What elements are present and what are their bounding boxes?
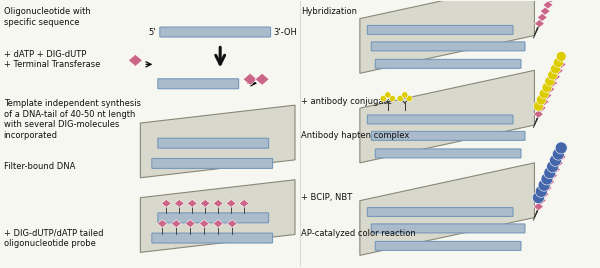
- Circle shape: [536, 95, 546, 105]
- Text: + DIG-dUTP/dATP tailed
oligonucleotide probe: + DIG-dUTP/dATP tailed oligonucleotide p…: [4, 229, 103, 248]
- Circle shape: [401, 92, 408, 98]
- FancyBboxPatch shape: [367, 25, 513, 34]
- FancyBboxPatch shape: [158, 213, 269, 223]
- Polygon shape: [185, 220, 195, 228]
- Text: + BCIP, NBT: + BCIP, NBT: [301, 193, 352, 202]
- Text: + dATP + DIG-dUTP
+ Terminal Transferase: + dATP + DIG-dUTP + Terminal Transferase: [4, 50, 100, 69]
- Polygon shape: [226, 199, 236, 207]
- Polygon shape: [140, 180, 295, 252]
- FancyBboxPatch shape: [376, 149, 521, 158]
- FancyBboxPatch shape: [376, 59, 521, 68]
- FancyBboxPatch shape: [371, 224, 525, 233]
- Polygon shape: [161, 199, 171, 207]
- Polygon shape: [533, 203, 544, 211]
- Circle shape: [547, 161, 559, 173]
- Polygon shape: [239, 199, 249, 207]
- Polygon shape: [128, 54, 142, 66]
- Circle shape: [545, 76, 555, 86]
- Polygon shape: [548, 172, 557, 180]
- FancyBboxPatch shape: [371, 42, 525, 51]
- Polygon shape: [539, 98, 549, 106]
- FancyBboxPatch shape: [158, 138, 269, 148]
- Circle shape: [389, 95, 395, 102]
- Polygon shape: [200, 199, 210, 207]
- Polygon shape: [255, 73, 269, 85]
- Polygon shape: [536, 104, 546, 112]
- Polygon shape: [556, 60, 566, 68]
- Circle shape: [551, 64, 560, 74]
- Circle shape: [553, 148, 565, 160]
- Text: 3'-OH: 3'-OH: [273, 28, 297, 36]
- Circle shape: [380, 95, 386, 102]
- Circle shape: [406, 95, 412, 102]
- Polygon shape: [187, 199, 197, 207]
- Polygon shape: [556, 153, 566, 161]
- Text: AP-catalyzed color reaction: AP-catalyzed color reaction: [301, 229, 416, 238]
- Polygon shape: [243, 73, 257, 85]
- Text: Filter-bound DNA: Filter-bound DNA: [4, 162, 75, 171]
- FancyBboxPatch shape: [371, 131, 525, 140]
- FancyBboxPatch shape: [152, 233, 272, 243]
- Polygon shape: [533, 110, 544, 118]
- Circle shape: [550, 154, 562, 166]
- Circle shape: [533, 101, 544, 111]
- FancyBboxPatch shape: [367, 115, 513, 124]
- Circle shape: [538, 179, 550, 191]
- FancyBboxPatch shape: [376, 241, 521, 250]
- Polygon shape: [540, 7, 550, 15]
- Circle shape: [532, 192, 544, 204]
- FancyBboxPatch shape: [160, 27, 271, 37]
- Circle shape: [556, 51, 566, 61]
- Circle shape: [541, 173, 553, 185]
- Polygon shape: [545, 85, 555, 93]
- Polygon shape: [537, 13, 547, 21]
- Polygon shape: [553, 67, 563, 75]
- Text: 5': 5': [149, 28, 157, 36]
- Polygon shape: [360, 0, 535, 73]
- Polygon shape: [171, 220, 181, 228]
- Polygon shape: [157, 220, 167, 228]
- Polygon shape: [536, 196, 546, 204]
- Text: Template independent synthesis
of a DNA-tail of 40-50 nt length
with several DIG: Template independent synthesis of a DNA-…: [4, 99, 140, 140]
- Polygon shape: [553, 159, 563, 167]
- Polygon shape: [542, 91, 552, 99]
- Polygon shape: [546, 0, 556, 3]
- Polygon shape: [360, 163, 535, 255]
- Polygon shape: [174, 199, 184, 207]
- Circle shape: [535, 185, 547, 198]
- Polygon shape: [213, 199, 223, 207]
- Circle shape: [385, 92, 391, 98]
- Text: + antibody conjugate: + antibody conjugate: [301, 97, 392, 106]
- Text: Hybridization: Hybridization: [301, 7, 357, 16]
- Circle shape: [539, 89, 549, 99]
- Text: Antibody hapten complex: Antibody hapten complex: [301, 131, 410, 140]
- Polygon shape: [545, 178, 555, 186]
- Polygon shape: [551, 165, 560, 173]
- Polygon shape: [140, 105, 295, 178]
- Circle shape: [548, 70, 557, 80]
- Polygon shape: [535, 20, 544, 28]
- Polygon shape: [539, 190, 549, 198]
- FancyBboxPatch shape: [367, 207, 513, 217]
- Circle shape: [553, 58, 563, 68]
- Circle shape: [397, 95, 403, 102]
- Polygon shape: [199, 220, 209, 228]
- Text: Oligonucleotide with
specific sequence: Oligonucleotide with specific sequence: [4, 7, 91, 27]
- Polygon shape: [227, 220, 237, 228]
- Circle shape: [555, 142, 567, 154]
- FancyBboxPatch shape: [158, 79, 239, 89]
- Polygon shape: [543, 1, 553, 9]
- Polygon shape: [360, 70, 535, 163]
- Circle shape: [544, 167, 556, 179]
- Polygon shape: [551, 73, 560, 81]
- Polygon shape: [213, 220, 223, 228]
- Circle shape: [542, 83, 552, 92]
- Polygon shape: [548, 79, 557, 87]
- Polygon shape: [542, 184, 552, 192]
- FancyBboxPatch shape: [152, 158, 272, 168]
